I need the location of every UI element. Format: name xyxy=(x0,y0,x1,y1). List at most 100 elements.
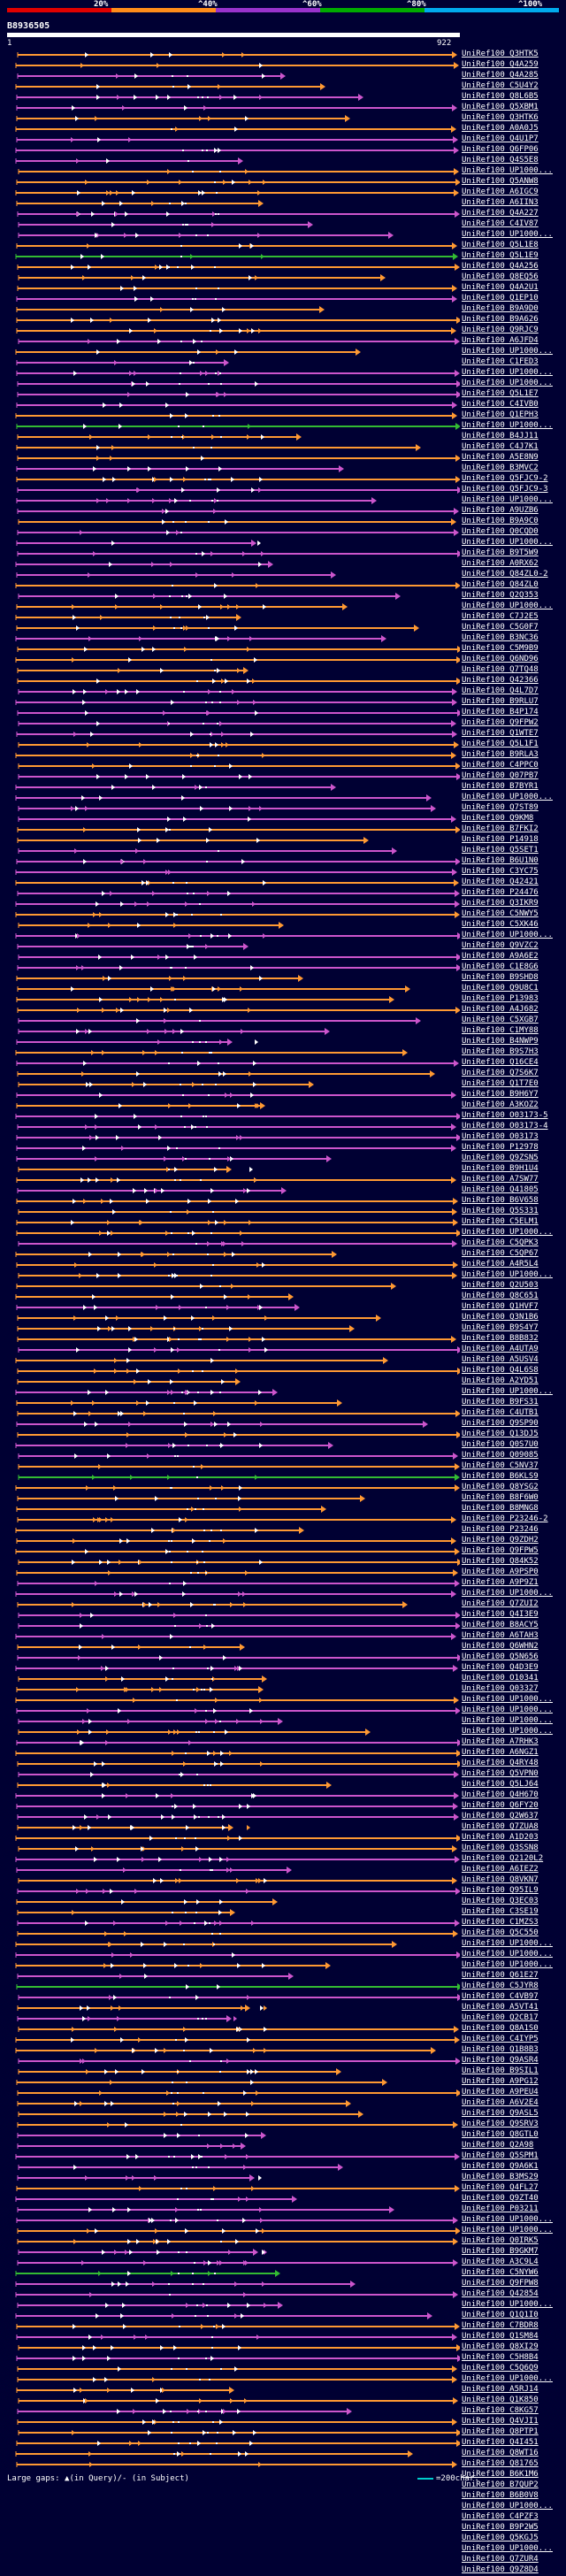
hit-label[interactable]: UniRef100_A5E8N9 xyxy=(462,453,539,462)
hit-label[interactable]: UniRef100_UP1000... xyxy=(462,347,553,356)
hit-label[interactable]: UniRef100_Q8GTL0 xyxy=(462,2130,539,2139)
hit-label[interactable]: UniRef100_Q4L7D7 xyxy=(462,686,539,695)
hit-label[interactable]: UniRef100_Q1Q1I0 xyxy=(462,2311,539,2319)
hit-label[interactable]: UniRef100_B9GKM7 xyxy=(462,2247,539,2256)
hit-label[interactable]: UniRef100_UP1000... xyxy=(462,931,553,939)
hit-label[interactable]: UniRef100_A5RJ14 xyxy=(462,2385,539,2394)
hit-label[interactable]: UniRef100_O10341 xyxy=(462,1674,539,1683)
hit-label[interactable]: UniRef100_Q8EQ56 xyxy=(462,272,539,281)
hit-label[interactable]: UniRef100_C4VB97 xyxy=(462,1992,539,2001)
hit-label[interactable]: UniRef100_Q2U503 xyxy=(462,1281,539,1290)
hit-label[interactable]: UniRef100_C4J7K1 xyxy=(462,442,539,451)
hit-label[interactable]: UniRef100_Q7ST89 xyxy=(462,803,539,812)
hit-label[interactable]: UniRef100_Q7TQ48 xyxy=(462,665,539,674)
hit-label[interactable]: UniRef100_Q95IL9 xyxy=(462,1886,539,1895)
hit-label[interactable]: UniRef100_B9S4Y7 xyxy=(462,1323,539,1332)
hit-label[interactable]: UniRef100_Q03327 xyxy=(462,1684,539,1693)
hit-label[interactable]: UniRef100_UP1000... xyxy=(462,1270,553,1279)
hit-label[interactable]: UniRef100_A9PSP0 xyxy=(462,1568,539,1576)
hit-label[interactable]: UniRef100_A5USV4 xyxy=(462,1355,539,1364)
hit-label[interactable]: UniRef100_B3NC36 xyxy=(462,633,539,642)
hit-label[interactable]: UniRef100_Q1EPH3 xyxy=(462,410,539,419)
hit-label[interactable]: UniRef100_Q42854 xyxy=(462,2289,539,2298)
hit-label[interactable]: UniRef100_A6NGZ1 xyxy=(462,1748,539,1757)
hit-label[interactable]: UniRef100_Q5ANW8 xyxy=(462,177,539,186)
hit-label[interactable]: UniRef100_Q0IRK5 xyxy=(462,2236,539,2245)
hit-label[interactable]: UniRef100_C5QP67 xyxy=(462,1249,539,1258)
hit-label[interactable]: UniRef100_Q84ZL0 xyxy=(462,580,539,589)
hit-label[interactable]: UniRef100_A9UZB6 xyxy=(462,506,539,515)
hit-label[interactable]: UniRef100_Q84K52 xyxy=(462,1557,539,1566)
hit-label[interactable]: UniRef100_Q4A285 xyxy=(462,71,539,80)
hit-label[interactable]: UniRef100_B9A626 xyxy=(462,315,539,324)
hit-label[interactable]: UniRef100_A3KOZ2 xyxy=(462,1100,539,1109)
hit-label[interactable]: UniRef100_Q3EC03 xyxy=(462,1897,539,1905)
hit-label[interactable]: UniRef100_P14918 xyxy=(462,835,539,844)
hit-label[interactable]: UniRef100_UP1000... xyxy=(462,793,553,801)
hit-label[interactable]: UniRef100_B9P2W5 xyxy=(462,2523,539,2532)
hit-label[interactable]: UniRef100_Q5VPN0 xyxy=(462,1769,539,1778)
hit-label[interactable]: UniRef100_Q8A1S0 xyxy=(462,2024,539,2033)
hit-label[interactable]: UniRef100_Q9ZSN5 xyxy=(462,1154,539,1162)
hit-label[interactable]: UniRef100_Q1K850 xyxy=(462,2396,539,2404)
hit-label[interactable]: UniRef100_Q5KGJ5 xyxy=(462,2534,539,2542)
hit-label[interactable]: UniRef100_UP1000... xyxy=(462,1589,553,1598)
hit-label[interactable]: UniRef100_A6V2E4 xyxy=(462,2098,539,2107)
hit-label[interactable]: UniRef100_Q4L6S8 xyxy=(462,1366,539,1375)
hit-label[interactable]: UniRef100_Q5SET1 xyxy=(462,846,539,855)
hit-label[interactable]: UniRef100_B7QUP2 xyxy=(462,2480,539,2489)
hit-label[interactable]: UniRef100_Q9VZC2 xyxy=(462,941,539,950)
hit-label[interactable]: UniRef100_C4IVB0 xyxy=(462,400,539,409)
hit-label[interactable]: UniRef100_Q1HVF7 xyxy=(462,1302,539,1311)
hit-label[interactable]: UniRef100_Q16CE4 xyxy=(462,1058,539,1067)
hit-label[interactable]: UniRef100_C5XGB7 xyxy=(462,1016,539,1024)
hit-label[interactable]: UniRef100_B3MS29 xyxy=(462,2173,539,2181)
hit-label[interactable]: UniRef100_B6K1M6 xyxy=(462,2470,539,2479)
hit-label[interactable]: UniRef100_A7RHK3 xyxy=(462,1737,539,1746)
hit-label[interactable]: UniRef100_Q5LJ64 xyxy=(462,1780,539,1789)
hit-label[interactable]: UniRef100_B3MVC2 xyxy=(462,464,539,472)
hit-label[interactable]: UniRef100_Q8WT16 xyxy=(462,2449,539,2457)
hit-label[interactable]: UniRef100_Q4A256 xyxy=(462,262,539,271)
hit-label[interactable]: UniRef100_C5U4Y2 xyxy=(462,81,539,90)
hit-label[interactable]: UniRef100_A4R5L4 xyxy=(462,1260,539,1269)
hit-label[interactable]: UniRef100_C5Q6Q9 xyxy=(462,2364,539,2373)
hit-label[interactable]: UniRef100_B6V658 xyxy=(462,1196,539,1205)
hit-label[interactable]: UniRef100_A6IGC9 xyxy=(462,188,539,196)
hit-label[interactable]: UniRef100_UP1000... xyxy=(462,1939,553,1948)
hit-label[interactable]: UniRef100_Q2Q353 xyxy=(462,591,539,600)
hit-label[interactable]: UniRef100_Q3SSN8 xyxy=(462,1844,539,1852)
hit-label[interactable]: UniRef100_Q3N1B6 xyxy=(462,1313,539,1322)
hit-label[interactable]: UniRef100_O03173 xyxy=(462,1132,539,1141)
hit-label[interactable]: UniRef100_Q6WHN2 xyxy=(462,1642,539,1651)
hit-label[interactable]: UniRef100_C5NYW6 xyxy=(462,2268,539,2277)
hit-label[interactable]: UniRef100_Q13DJ5 xyxy=(462,1430,539,1438)
hit-label[interactable]: UniRef100_Q5XBM1 xyxy=(462,103,539,111)
hit-label[interactable]: UniRef100_UP1000... xyxy=(462,2502,553,2511)
hit-label[interactable]: UniRef100_B9SIL1 xyxy=(462,2066,539,2075)
hit-label[interactable]: UniRef100_Q4U1P7 xyxy=(462,134,539,143)
hit-label[interactable]: UniRef100_A4J682 xyxy=(462,1005,539,1014)
hit-label[interactable]: UniRef100_C4UTB1 xyxy=(462,1408,539,1417)
hit-label[interactable]: UniRef100_C5M9B9 xyxy=(462,644,539,653)
hit-label[interactable]: UniRef100_O03173-5 xyxy=(462,1111,548,1120)
hit-label[interactable]: UniRef100_UP1000... xyxy=(462,1387,553,1396)
hit-label[interactable]: UniRef100_B4NWP9 xyxy=(462,1037,539,1046)
hit-label[interactable]: UniRef100_C3YC75 xyxy=(462,867,539,876)
hit-label[interactable]: UniRef100_UP1000... xyxy=(462,1716,553,1725)
hit-label[interactable]: UniRef100_B4P174 xyxy=(462,708,539,717)
hit-label[interactable]: UniRef100_B6KLS9 xyxy=(462,1472,539,1481)
hit-label[interactable]: UniRef100_B6B0V8 xyxy=(462,2491,539,2500)
hit-label[interactable]: UniRef100_Q9RJC9 xyxy=(462,326,539,334)
hit-label[interactable]: UniRef100_B9H1U4 xyxy=(462,1164,539,1173)
hit-label[interactable]: UniRef100_UP1000... xyxy=(462,1960,553,1969)
hit-label[interactable]: UniRef100_Q4I451 xyxy=(462,2438,539,2447)
hit-label[interactable]: UniRef100_P12978 xyxy=(462,1143,539,1152)
hit-label[interactable]: UniRef100_UP1000... xyxy=(462,538,553,547)
hit-label[interactable]: UniRef100_Q5SPM1 xyxy=(462,2151,539,2160)
hit-label[interactable]: UniRef100_UP1000... xyxy=(462,368,553,377)
hit-label[interactable]: UniRef100_Q5FJC9-2 xyxy=(462,474,548,483)
hit-label[interactable]: UniRef100_Q5L1E8 xyxy=(462,241,539,249)
hit-label[interactable]: UniRef100_Q8C651 xyxy=(462,1292,539,1300)
hit-label[interactable]: UniRef100_Q9FPW2 xyxy=(462,718,539,727)
